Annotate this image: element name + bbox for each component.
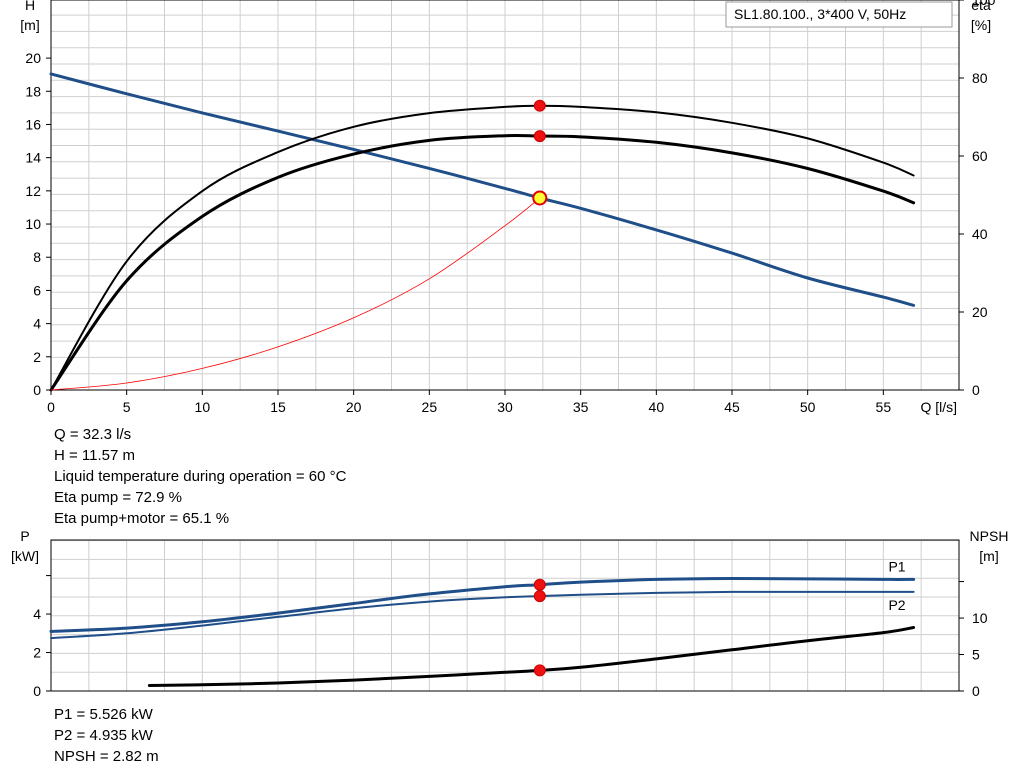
y-right-tick-label: 5 — [972, 647, 980, 663]
x-tick-label: 55 — [876, 399, 892, 415]
y-left-axis-label: P — [20, 528, 29, 544]
flow-readout: Q = 32.3 l/s — [54, 426, 132, 443]
npsh-readout: NPSH = 2.82 m — [54, 748, 159, 765]
x-tick-label: 30 — [497, 399, 513, 415]
series-eta_pump_motor — [49, 133, 916, 392]
y-left-tick-label: 18 — [25, 83, 41, 99]
y-right-axis-unit: [%] — [971, 17, 991, 33]
y-left-tick-label: 12 — [25, 183, 41, 199]
x-tick-label: 35 — [573, 399, 589, 415]
series-system_curve — [50, 197, 541, 391]
x-tick-label: 50 — [800, 399, 816, 415]
eta-pump-readout: Eta pump = 72.9 % — [54, 489, 182, 506]
y-right-tick-label: 0 — [972, 382, 980, 398]
series-label-p1: P1 — [888, 558, 905, 574]
performance-chart: 0 5 10 15 20 25 30 35 40 45 50 55 Q [l/s] 0 2 4 6 8 10 12 14… — [20, 0, 996, 415]
eta-pump-motor-readout: Eta pump+motor = 65.1 % — [54, 510, 230, 527]
operating-point-marker — [532, 190, 548, 206]
series-p2 — [50, 590, 915, 640]
p2-readout: P2 = 4.935 kW — [54, 727, 153, 744]
temperature-readout: Liquid temperature during operation = 60… — [54, 468, 347, 485]
y-left-tick-label: 0 — [33, 382, 41, 398]
y-left-tick-label: 16 — [25, 116, 41, 132]
y-right-tick-label: 10 — [972, 610, 988, 626]
p1-readout: P1 = 5.526 kW — [54, 706, 153, 723]
chart-title: SL1.80.100., 3*400 V, 50Hz — [734, 6, 906, 22]
y-right-axis-label: NPSH — [970, 528, 1009, 544]
chart-title-box — [725, 1, 953, 28]
y-right-axis-unit: [m] — [979, 548, 998, 564]
y-left-tick-label: 2 — [33, 645, 41, 661]
operating-point-info: Q = 32.3 l/s H = 11.57 m Liquid temperat… — [54, 424, 346, 529]
x-tick-label: 15 — [270, 399, 286, 415]
operating-point-marker — [533, 578, 546, 591]
power-npsh-chart: 0 2 4 0 5 10 P [kW] NPSH [m] P1 P2 — [11, 528, 1008, 699]
y-right-tick-label: 40 — [972, 226, 988, 242]
y-left-tick-label: 10 — [25, 216, 41, 232]
x-tick-label: 45 — [724, 399, 740, 415]
head-readout: H = 11.57 m — [54, 447, 136, 464]
y-left-tick-label: 20 — [25, 50, 41, 66]
series-p1 — [49, 576, 916, 633]
y-right-tick-label: 100 — [972, 0, 996, 8]
y-left-tick-label: 2 — [33, 349, 41, 365]
x-tick-label: 20 — [346, 399, 362, 415]
y-right-tick-label: 80 — [972, 70, 988, 86]
operating-point-marker — [533, 130, 546, 143]
operating-point-marker — [533, 99, 546, 112]
y-left-tick-label: 6 — [33, 282, 41, 298]
y-right-tick-label: 60 — [972, 148, 988, 164]
y-left-tick-label: 4 — [33, 316, 41, 332]
series-eta_pump — [50, 104, 915, 391]
y-left-tick-label: 8 — [33, 249, 41, 265]
y-left-axis-label: H — [25, 0, 35, 13]
series-label-p2: P2 — [888, 597, 905, 613]
plot-frame — [50, 539, 960, 692]
y-right-tick-label: 0 — [972, 683, 980, 699]
y-left-axis-unit: [m] — [20, 17, 39, 33]
power-info: P1 = 5.526 kW P2 = 4.935 kW NPSH = 2.82 … — [54, 704, 159, 767]
x-tick-label: 40 — [649, 399, 665, 415]
y-right-axis-label: eta — [971, 0, 991, 13]
x-tick-label: 25 — [422, 399, 438, 415]
x-tick-label: 5 — [123, 399, 131, 415]
y-left-tick-label: 4 — [33, 606, 41, 622]
y-left-tick-label: 0 — [33, 683, 41, 699]
y-left-tick-label: 14 — [25, 150, 41, 166]
y-right-tick-label: 20 — [972, 304, 988, 320]
y-left-axis-unit: [kW] — [11, 548, 39, 564]
x-tick-label: 10 — [195, 399, 211, 415]
x-tick-label: 0 — [47, 399, 55, 415]
operating-point-marker — [533, 664, 546, 677]
series-head — [49, 72, 916, 307]
x-axis-label: Q [l/s] — [920, 399, 957, 415]
operating-point-marker — [533, 590, 546, 603]
